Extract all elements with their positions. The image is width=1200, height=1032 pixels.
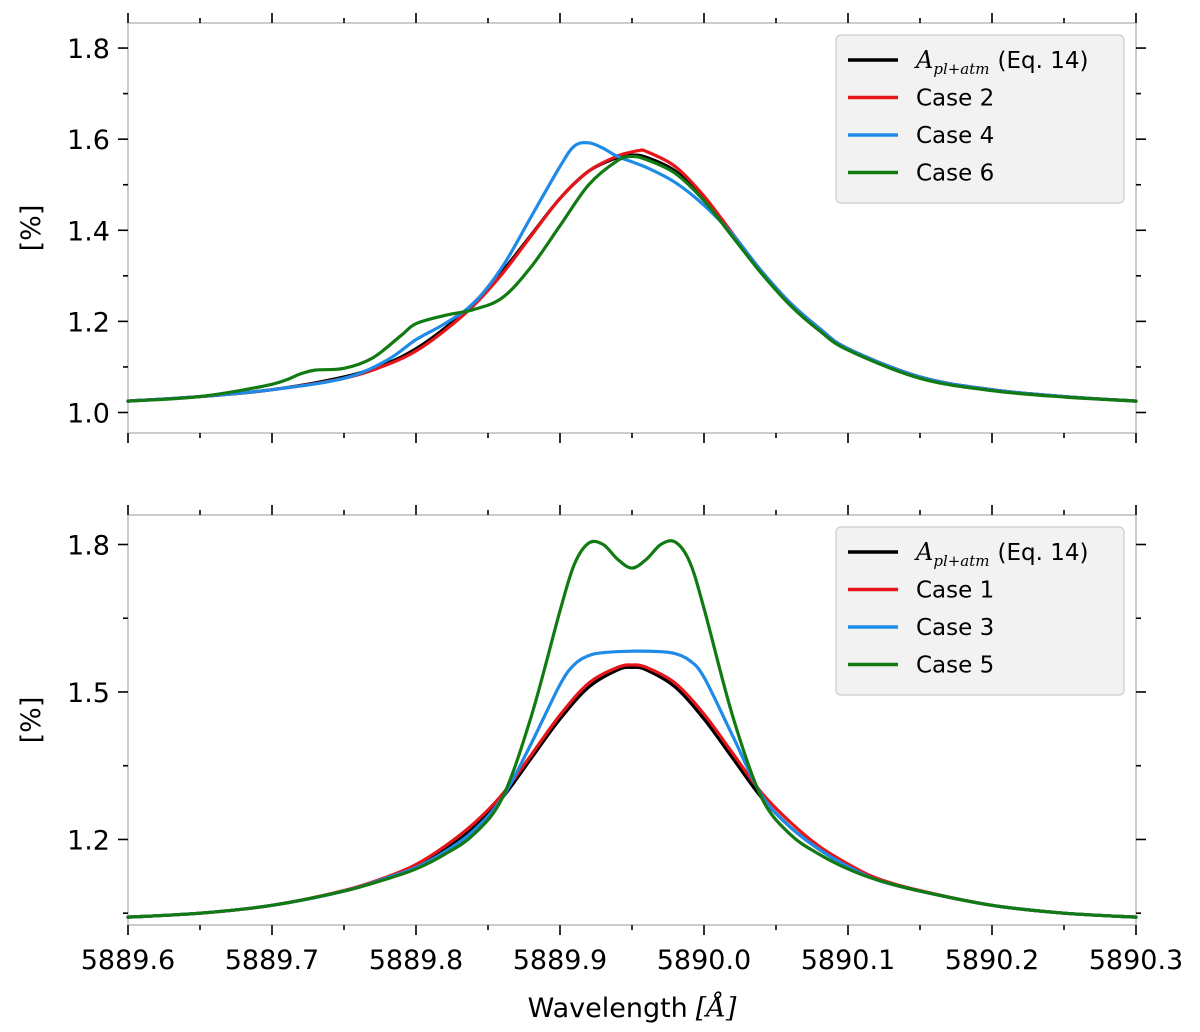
top-series-line-case-6 <box>126 154 1138 403</box>
x-axis-label: Wavelength [Å] <box>528 991 737 1024</box>
bottom-y-tick-label: 1.5 <box>67 678 110 709</box>
legend-suffix: (Eq. 14) <box>998 540 1089 566</box>
top-y-axis-label: [%] <box>16 205 47 252</box>
bottom-series-line-case-1 <box>126 663 1138 919</box>
top-series <box>126 140 1138 403</box>
top-legend-label-eq14: Apl+atm (Eq. 14) <box>914 46 1088 78</box>
top-y-tick-label: 1.4 <box>67 216 110 247</box>
x-tick-label: 5889.6 <box>81 945 175 976</box>
bottom-legend-label: Case 1 <box>916 578 994 604</box>
bottom-series <box>126 539 1138 919</box>
bottom-y-tick-label: 1.8 <box>67 530 110 561</box>
bottom-y-axis-label: [%] <box>16 697 47 744</box>
bottom-ticks: 5889.6 5889.7 5889.8 5889.9 5890.0 5890.1 5890… <box>67 505 1183 976</box>
x-tick-label: 5889.7 <box>225 945 319 976</box>
top-y-tick-label: 1.6 <box>67 125 110 156</box>
x-axis-label-text: Wavelength <box>528 993 688 1024</box>
bottom-series-line-case-5 <box>126 539 1138 919</box>
bottom-y-tick-label: 1.2 <box>67 825 110 856</box>
top-y-tick-label: 1.2 <box>67 307 110 338</box>
bottom-legend: Apl+atm (Eq. 14)Case 1 Case 3 Case 5 <box>835 526 1125 696</box>
legend-math-subscript: pl+atm <box>933 60 989 78</box>
legend-math-subscript: pl+atm <box>933 552 989 570</box>
top-y-tick-label: 1.8 <box>67 34 110 65</box>
x-tick-label: 5889.8 <box>369 945 463 976</box>
top-legend-label: Case 2 <box>916 86 994 112</box>
legend-suffix: (Eq. 14) <box>998 48 1089 74</box>
top-legend-label: Case 4 <box>916 123 994 149</box>
bottom-legend-label-eq14: Apl+atm (Eq. 14) <box>914 538 1088 570</box>
bottom-legend-label: Case 5 <box>916 653 994 679</box>
legend-math-symbol: A <box>914 538 933 566</box>
x-tick-label: 5890.3 <box>1089 945 1183 976</box>
x-tick-label: 5890.2 <box>945 945 1039 976</box>
bottom-panel: 5889.6 5889.7 5889.8 5889.9 5890.0 5890.1 5890… <box>16 505 1183 1024</box>
bottom-legend-label: Case 3 <box>916 615 994 641</box>
top-legend: Apl+atm (Eq. 14)Case 2 Case 4 Case 6 <box>835 34 1125 204</box>
top-ticks: 1.0 1.2 1.4 1.6 1.8 <box>67 13 1146 443</box>
bottom-series-line-eq-14 <box>126 665 1138 919</box>
legend-math-symbol: A <box>914 46 933 74</box>
top-legend-label: Case 6 <box>916 161 994 187</box>
top-panel: 1.01.21.41.61.8 [%] Apl+atm (Eq. 14)Case … <box>16 13 1146 443</box>
x-tick-label: 5889.9 <box>513 945 607 976</box>
x-tick-label: 5890.1 <box>801 945 895 976</box>
x-tick-label: 5890.0 <box>657 945 751 976</box>
bottom-legend-box <box>835 526 1125 696</box>
top-legend-box <box>835 34 1125 204</box>
x-axis-unit: [Å] <box>696 991 737 1024</box>
top-y-tick-label: 1.0 <box>67 399 110 430</box>
